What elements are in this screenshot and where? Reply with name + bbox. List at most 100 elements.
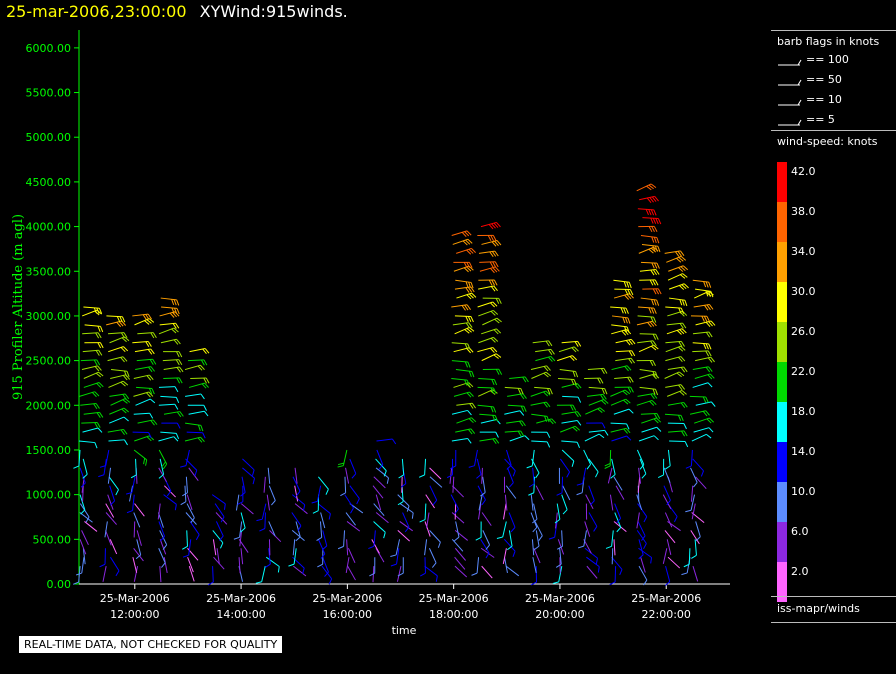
wind-barb <box>638 539 644 555</box>
wind-barb <box>240 503 254 515</box>
wind-barb <box>664 371 680 379</box>
barb-flag <box>146 392 151 398</box>
barb-flag <box>431 562 437 568</box>
barb-flag <box>120 357 125 363</box>
barb-flag <box>175 322 180 329</box>
wind-barb <box>451 409 468 415</box>
wind-barb <box>694 539 697 556</box>
wind-barb <box>189 348 206 353</box>
wind-barb <box>108 346 124 353</box>
barb-flag <box>378 464 384 470</box>
barb-flag <box>97 427 103 433</box>
barb-flag-label: == 50 <box>806 73 842 86</box>
barb-flag <box>544 415 548 422</box>
wind-barb <box>560 425 576 433</box>
barb-flag <box>496 317 502 323</box>
barb-flag <box>146 436 152 442</box>
wind-barb <box>585 494 594 510</box>
barb-flag <box>685 509 692 513</box>
barb-flag <box>708 417 714 423</box>
barb-flag <box>265 563 271 568</box>
barb-flag <box>652 388 656 395</box>
wind-barb <box>185 512 197 525</box>
wind-barb <box>158 403 175 406</box>
wind-barb <box>478 336 494 344</box>
colorbar-swatch <box>777 162 787 202</box>
wind-barb <box>424 557 426 574</box>
wind-barb <box>322 557 329 573</box>
barb-flag <box>574 341 579 347</box>
wind-barb <box>476 557 480 574</box>
wind-barb <box>185 449 190 466</box>
wind-barb <box>84 324 101 327</box>
wind-barb <box>186 503 195 519</box>
wind-barb <box>292 476 301 492</box>
wind-barb <box>83 371 99 379</box>
barb-flag <box>176 422 181 429</box>
wind-barb <box>189 521 200 535</box>
barb-flag <box>233 536 240 540</box>
barb-flag <box>625 398 631 404</box>
barb-flag <box>256 518 263 522</box>
barb-flag <box>454 508 459 515</box>
barb-flag <box>80 509 86 515</box>
barb-flag <box>182 492 188 497</box>
barb-flag <box>622 317 626 324</box>
wind-barb <box>533 476 536 493</box>
barb-flag <box>545 340 550 347</box>
wind-barb <box>188 382 205 388</box>
barb-flag <box>643 579 648 586</box>
colorbar-label: 10.0 <box>791 485 816 498</box>
barb-flag <box>490 387 494 394</box>
wind-barb <box>451 512 465 524</box>
barb-flag <box>543 402 548 408</box>
wind-barb <box>481 467 483 484</box>
barb-flag <box>176 351 180 358</box>
wind-barb <box>294 503 308 515</box>
barb-flag <box>599 377 604 384</box>
wind-barb <box>110 556 120 571</box>
wind-barb <box>637 393 654 397</box>
barb-flag <box>480 492 486 497</box>
barb-flag <box>679 323 684 329</box>
barb-flag <box>641 473 647 479</box>
barb-flag <box>517 430 522 437</box>
barb-flag <box>706 418 712 424</box>
wind-barb <box>103 458 107 475</box>
barb-flag <box>123 370 128 377</box>
barb-flag <box>466 249 472 255</box>
barb-flag <box>120 347 126 353</box>
wind-barb <box>158 548 166 564</box>
barb-flag <box>182 545 188 550</box>
barb-flag <box>681 430 686 437</box>
barb-flag <box>476 474 482 479</box>
barb-flag <box>494 266 500 272</box>
wind-barb <box>239 521 243 538</box>
barb-flag <box>708 366 713 372</box>
wind-barb <box>559 548 562 565</box>
wind-barb <box>134 318 150 326</box>
barb-flag <box>126 510 133 514</box>
wind-barb <box>186 494 193 511</box>
wind-barb <box>638 467 642 484</box>
wind-barb <box>477 346 493 353</box>
wind-barb <box>163 485 176 498</box>
colorbar-title: wind-speed: knots <box>777 135 878 148</box>
wind-barb <box>186 530 188 547</box>
barb-flag <box>626 326 630 333</box>
barb-flag <box>593 526 598 532</box>
wind-barb <box>292 494 306 506</box>
barb-flag <box>350 507 354 514</box>
barb-flag <box>664 581 671 586</box>
barb-flag <box>703 281 707 288</box>
wind-barb <box>452 322 469 326</box>
barb-flag <box>652 371 656 378</box>
wind-barb <box>637 340 654 344</box>
wind-barb <box>82 332 99 335</box>
barb-flag <box>492 261 497 268</box>
barb-flag <box>683 423 687 430</box>
barb-flag <box>490 337 496 343</box>
wind-barb <box>107 332 125 335</box>
wind-barb <box>531 413 548 417</box>
barb-flag <box>711 401 716 407</box>
